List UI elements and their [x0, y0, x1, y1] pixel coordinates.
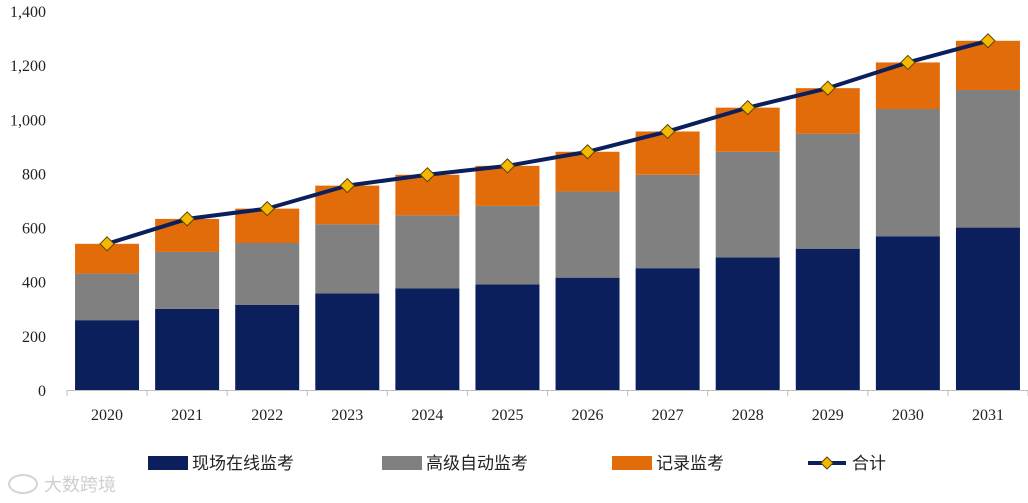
legend-label: 合计 [852, 454, 886, 474]
legend-swatch [148, 456, 188, 470]
legend-label: 记录监考 [656, 454, 724, 474]
y-tick-label: 200 [22, 329, 46, 346]
y-tick-label: 0 [38, 383, 46, 400]
y-tick-label: 400 [22, 275, 46, 292]
bar-segment-onsite [795, 248, 860, 390]
total-point [339, 177, 355, 194]
watermark-text: 大数跨境 [44, 475, 116, 496]
total-point [740, 99, 756, 116]
x-tick-label: 2022 [251, 407, 283, 424]
legend-label: 高级自动监考 [426, 454, 528, 474]
bar-segment-onsite [155, 308, 220, 390]
total-point [659, 123, 676, 140]
bar-segment-auto [235, 243, 300, 305]
total-line-group [99, 33, 996, 252]
y-tick-label: 1,200 [10, 58, 46, 75]
x-tick-label: 2030 [892, 407, 924, 424]
bar-segment-auto [795, 133, 860, 249]
bar-segment-onsite [75, 320, 140, 390]
total-point [499, 158, 516, 174]
x-tick-label: 2028 [732, 407, 764, 424]
legend-marker [820, 456, 834, 470]
bar-segment-auto [875, 108, 940, 237]
bar-segment-auto [75, 273, 140, 321]
y-axis-ticks: 0 200 400 600 800 1,000 1,200 1,400 [10, 4, 46, 400]
bar-segment-auto [955, 90, 1020, 228]
bar-segment-auto [475, 205, 540, 285]
bar-segment-auto [715, 151, 780, 258]
x-axis-ticks: 2020 2021 2022 2023 2024 2025 2026 2027 2028 2029… [66, 390, 1028, 424]
total-point [179, 211, 195, 227]
bar-segment-auto [315, 224, 380, 294]
total-point [980, 33, 996, 49]
x-tick-label: 2026 [572, 407, 604, 424]
x-tick-label: 2023 [331, 407, 363, 424]
y-tick-label: 600 [22, 221, 46, 238]
bar-segment-record [955, 40, 1020, 91]
x-tick-label: 2031 [972, 407, 1004, 424]
total-point [579, 144, 596, 160]
bar-segment-onsite [875, 236, 940, 390]
x-tick-label: 2021 [171, 407, 203, 424]
bar-segment-onsite [555, 277, 620, 390]
total-point [99, 236, 115, 252]
bar-segment-onsite [395, 288, 460, 390]
bar-segment-onsite [315, 293, 380, 390]
total-point [419, 167, 436, 183]
watermark: 大数跨境 [8, 471, 116, 497]
bar-segment-auto [635, 174, 700, 269]
x-tick-label: 2020 [91, 407, 123, 424]
bar-segment-onsite [635, 268, 700, 390]
y-tick-label: 800 [22, 166, 46, 183]
x-tick-label: 2027 [652, 407, 684, 424]
bar-segment-auto [555, 191, 620, 278]
total-point [900, 54, 916, 71]
y-tick-label: 1,400 [10, 4, 46, 21]
total-point [259, 200, 275, 217]
bars-group [75, 40, 1020, 390]
watermark-logo-icon [8, 474, 38, 494]
bar-segment-onsite [715, 257, 780, 390]
bar-segment-onsite [955, 227, 1020, 390]
bar-segment-onsite [235, 304, 300, 390]
legend: 现场在线监考 高级自动监考 记录监考 合计 [148, 454, 886, 474]
total-line [106, 38, 989, 246]
x-tick-label: 2025 [491, 407, 523, 424]
total-point [820, 80, 836, 96]
x-tick-label: 2029 [812, 407, 844, 424]
legend-swatch [382, 456, 422, 470]
x-tick-label: 2024 [411, 407, 443, 424]
bar-segment-auto [155, 251, 220, 309]
legend-label: 现场在线监考 [192, 454, 294, 474]
bar-segment-onsite [475, 284, 540, 390]
legend-swatch [612, 456, 652, 470]
y-tick-label: 1,000 [10, 112, 46, 129]
bar-segment-auto [395, 215, 460, 289]
